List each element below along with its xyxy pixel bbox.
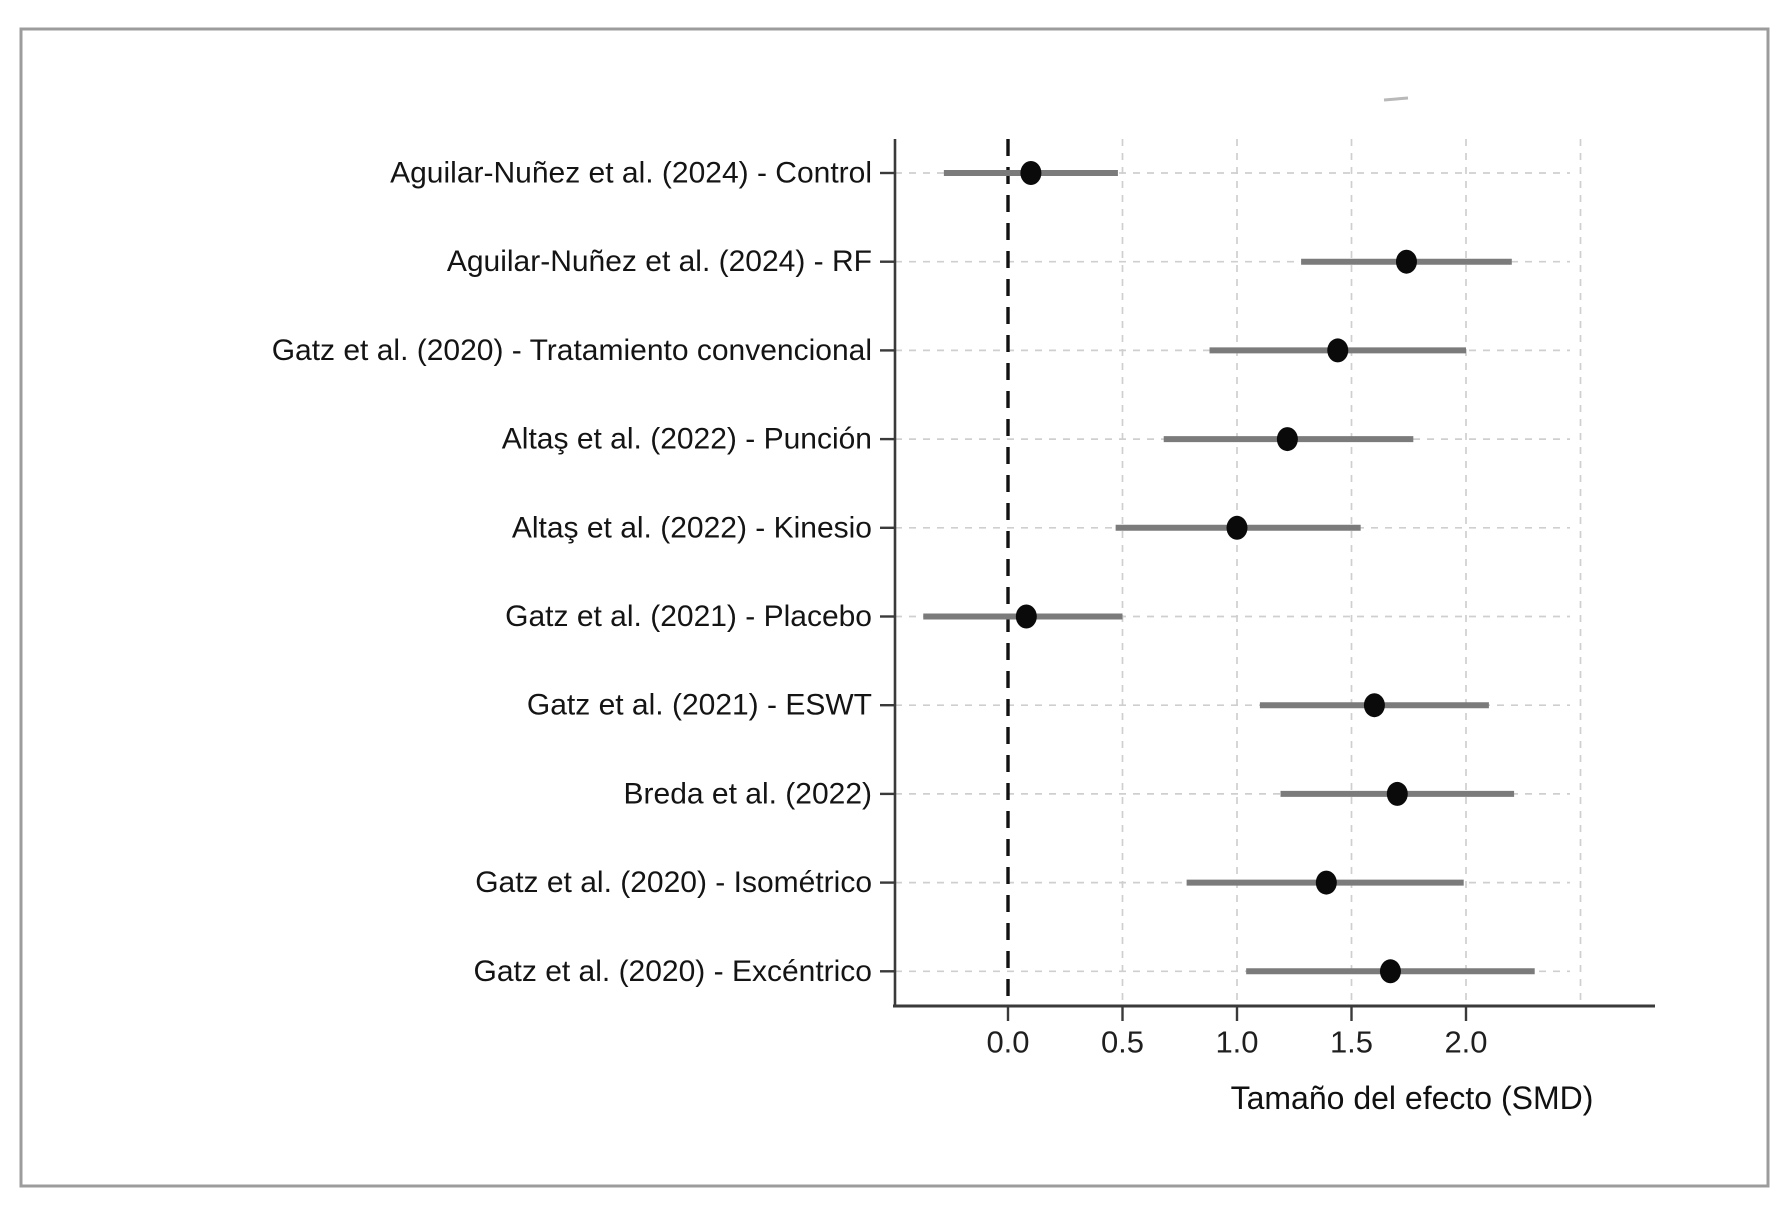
effect-point — [1386, 781, 1408, 806]
effect-point — [1327, 338, 1349, 363]
effect-point — [1315, 870, 1337, 895]
effect-point — [1379, 959, 1401, 984]
effect-point — [1015, 604, 1037, 629]
effect-point — [1226, 515, 1248, 540]
study-label: Gatz et al. (2020) - Excéntrico — [474, 955, 873, 988]
x-tick-label: 0.5 — [1101, 1025, 1144, 1060]
x-axis-title: Tamaño del efecto (SMD) — [1231, 1080, 1594, 1116]
x-tick-label: 0.0 — [986, 1025, 1029, 1060]
study-label: Aguilar-Nuñez et al. (2024) - Control — [390, 157, 872, 190]
study-label: Aguilar-Nuñez et al. (2024) - RF — [447, 245, 872, 278]
study-label: Gatz et al. (2020) - Isométrico — [475, 866, 872, 899]
study-label: Breda et al. (2022) — [624, 777, 872, 810]
study-label: Gatz et al. (2021) - ESWT — [527, 689, 872, 722]
study-label: Altaş et al. (2022) - Kinesio — [512, 511, 872, 544]
stray-mark — [1383, 96, 1409, 102]
effect-point — [1020, 161, 1042, 185]
figure-border — [19, 27, 1770, 1188]
x-tick-label: 1.5 — [1330, 1025, 1373, 1060]
effect-point — [1395, 249, 1417, 274]
study-label: Altaş et al. (2022) - Punción — [502, 423, 872, 456]
study-label: Gatz et al. (2020) - Tratamiento convenc… — [272, 334, 872, 367]
effect-point — [1276, 427, 1298, 452]
x-tick-label: 1.0 — [1215, 1025, 1258, 1060]
study-label: Gatz et al. (2021) - Placebo — [505, 600, 872, 633]
x-tick-label: 2.0 — [1444, 1025, 1487, 1060]
effect-point — [1363, 693, 1385, 718]
